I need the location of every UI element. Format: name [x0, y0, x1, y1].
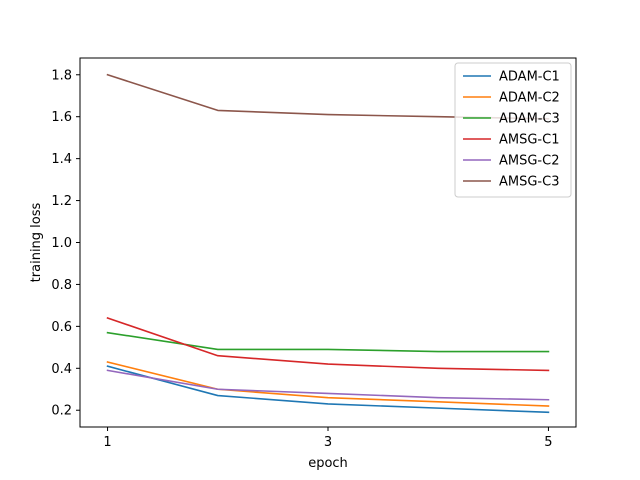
- y-tick-label: 1.6: [51, 110, 72, 125]
- x-tick-label: 1: [103, 435, 111, 450]
- series-line-amsg-c2: [106, 369, 550, 401]
- legend-label: ADAM-C3: [499, 112, 560, 127]
- y-tick-label: 1.2: [51, 194, 72, 209]
- legend-label: ADAM-C2: [499, 91, 560, 106]
- series-line-adam-c1: [106, 365, 550, 414]
- y-tick-label: 0.4: [51, 362, 72, 377]
- y-tick-label: 1.0: [51, 236, 72, 251]
- legend-label: AMSG-C1: [499, 133, 559, 148]
- x-axis-ticks: 1 3 5: [103, 427, 553, 450]
- series-line-amsg-c1: [106, 316, 550, 372]
- series-line-adam-c2: [106, 361, 550, 407]
- legend-label: ADAM-C1: [499, 70, 560, 85]
- y-tick-label: 0.8: [51, 278, 72, 293]
- y-tick-label: 0.6: [51, 320, 72, 335]
- y-tick-label: 0.2: [51, 404, 72, 419]
- legend: ADAM-C1 ADAM-C2 ADAM-C3 AMSG-C1 AMSG-C2 AMSG-…: [454, 62, 572, 198]
- legend-label: AMSG-C3: [499, 175, 559, 190]
- x-tick-label: 3: [324, 435, 332, 450]
- y-axis-label: training loss: [29, 202, 44, 282]
- x-tick-label: 5: [544, 435, 552, 450]
- y-axis-ticks: 0.2 0.4 0.6 0.8 1.0 1.2 1.4 1.6 1.8: [51, 68, 80, 419]
- x-axis-label: epoch: [308, 456, 348, 471]
- legend-label: AMSG-C2: [499, 154, 559, 169]
- y-tick-label: 1.4: [51, 152, 72, 167]
- y-tick-label: 1.8: [51, 68, 72, 83]
